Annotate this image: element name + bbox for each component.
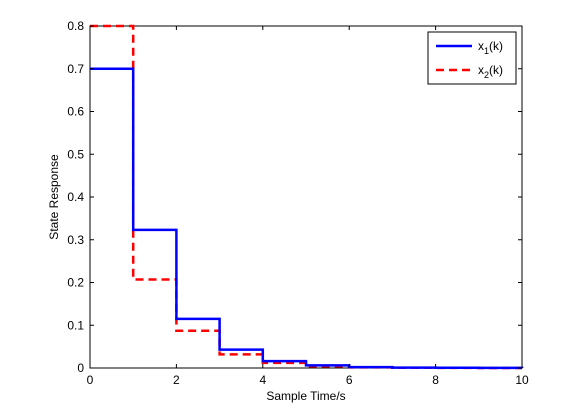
x-tick-label: 6 xyxy=(346,373,353,387)
series-layer xyxy=(90,24,524,370)
legend-label-2: x2(k) xyxy=(478,63,503,80)
y-tick-label: 0.3 xyxy=(67,233,84,247)
y-tick-label: 0.6 xyxy=(67,105,84,119)
legend-label-sub: 1 xyxy=(484,46,489,56)
x-tick-label: 2 xyxy=(173,373,180,387)
legend-box xyxy=(427,31,517,85)
x-tick-label: 4 xyxy=(259,373,266,387)
y-tick-label: 0.1 xyxy=(67,318,84,332)
legend-label-1: x1(k) xyxy=(478,39,503,56)
y-tick-label: 0.8 xyxy=(67,19,84,33)
y-tick-label: 0.4 xyxy=(67,190,84,204)
legend-label-sub: 2 xyxy=(484,70,489,80)
y-tick-label: 0.2 xyxy=(67,276,84,290)
legend-label-main: x xyxy=(478,39,484,53)
x-tick-label: 10 xyxy=(515,373,529,387)
y-tick-label: 0.5 xyxy=(67,147,84,161)
legend-label-main: x xyxy=(478,63,484,77)
legend-label-tail: (k) xyxy=(489,39,503,53)
x-tick-label: 0 xyxy=(87,373,94,387)
legend-label-tail: (k) xyxy=(489,63,503,77)
series-line-1 xyxy=(90,67,524,370)
x-tick-label: 8 xyxy=(432,373,439,387)
legend: x1(k)x2(k) xyxy=(427,31,517,85)
x-axis-label: Sample Time/s xyxy=(266,389,345,403)
y-axis-label: State Response xyxy=(47,154,61,240)
y-tick-label: 0.7 xyxy=(67,62,84,76)
ticks-layer: 0 2 4 6 8 10 0 0.1 0.2 0.3 0.4 0.5 0.6 0.7 0.8 xyxy=(67,19,529,387)
y-tick-label: 0 xyxy=(77,361,84,375)
